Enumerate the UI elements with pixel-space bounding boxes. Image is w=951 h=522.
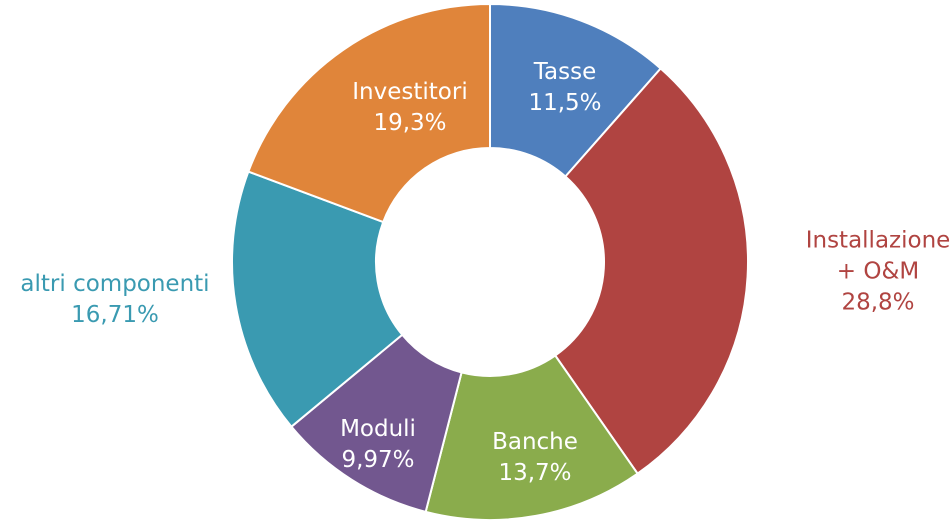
value-label: 28,8% xyxy=(841,289,915,316)
slice xyxy=(553,67,749,476)
value-label: 9,97% xyxy=(341,447,415,473)
value-label: 13,7% xyxy=(498,460,572,486)
slice-label: altri componenti 16,71% xyxy=(0,269,230,331)
slice-label: Tasse 11,5% xyxy=(485,57,645,119)
slice-label: Banche 13,7% xyxy=(455,427,615,489)
slice-label: Installazione + O&M 28,8% xyxy=(803,226,951,319)
category-label: Investitori xyxy=(352,79,468,105)
value-label: 19,3% xyxy=(373,110,447,136)
value-label: 16,71% xyxy=(71,302,159,328)
category-label: Installazione + O&M xyxy=(805,227,951,285)
value-label: 11,5% xyxy=(528,90,602,116)
category-label: Tasse xyxy=(533,59,597,85)
slice-label: Moduli 9,97% xyxy=(308,414,448,476)
slice xyxy=(231,170,404,429)
slice-label: Investitori 19,3% xyxy=(325,77,495,139)
slice xyxy=(424,354,639,521)
category-label: Moduli xyxy=(340,416,416,442)
category-label: altri componenti xyxy=(20,271,210,297)
slice xyxy=(247,2,491,224)
category-label: Banche xyxy=(492,429,578,455)
